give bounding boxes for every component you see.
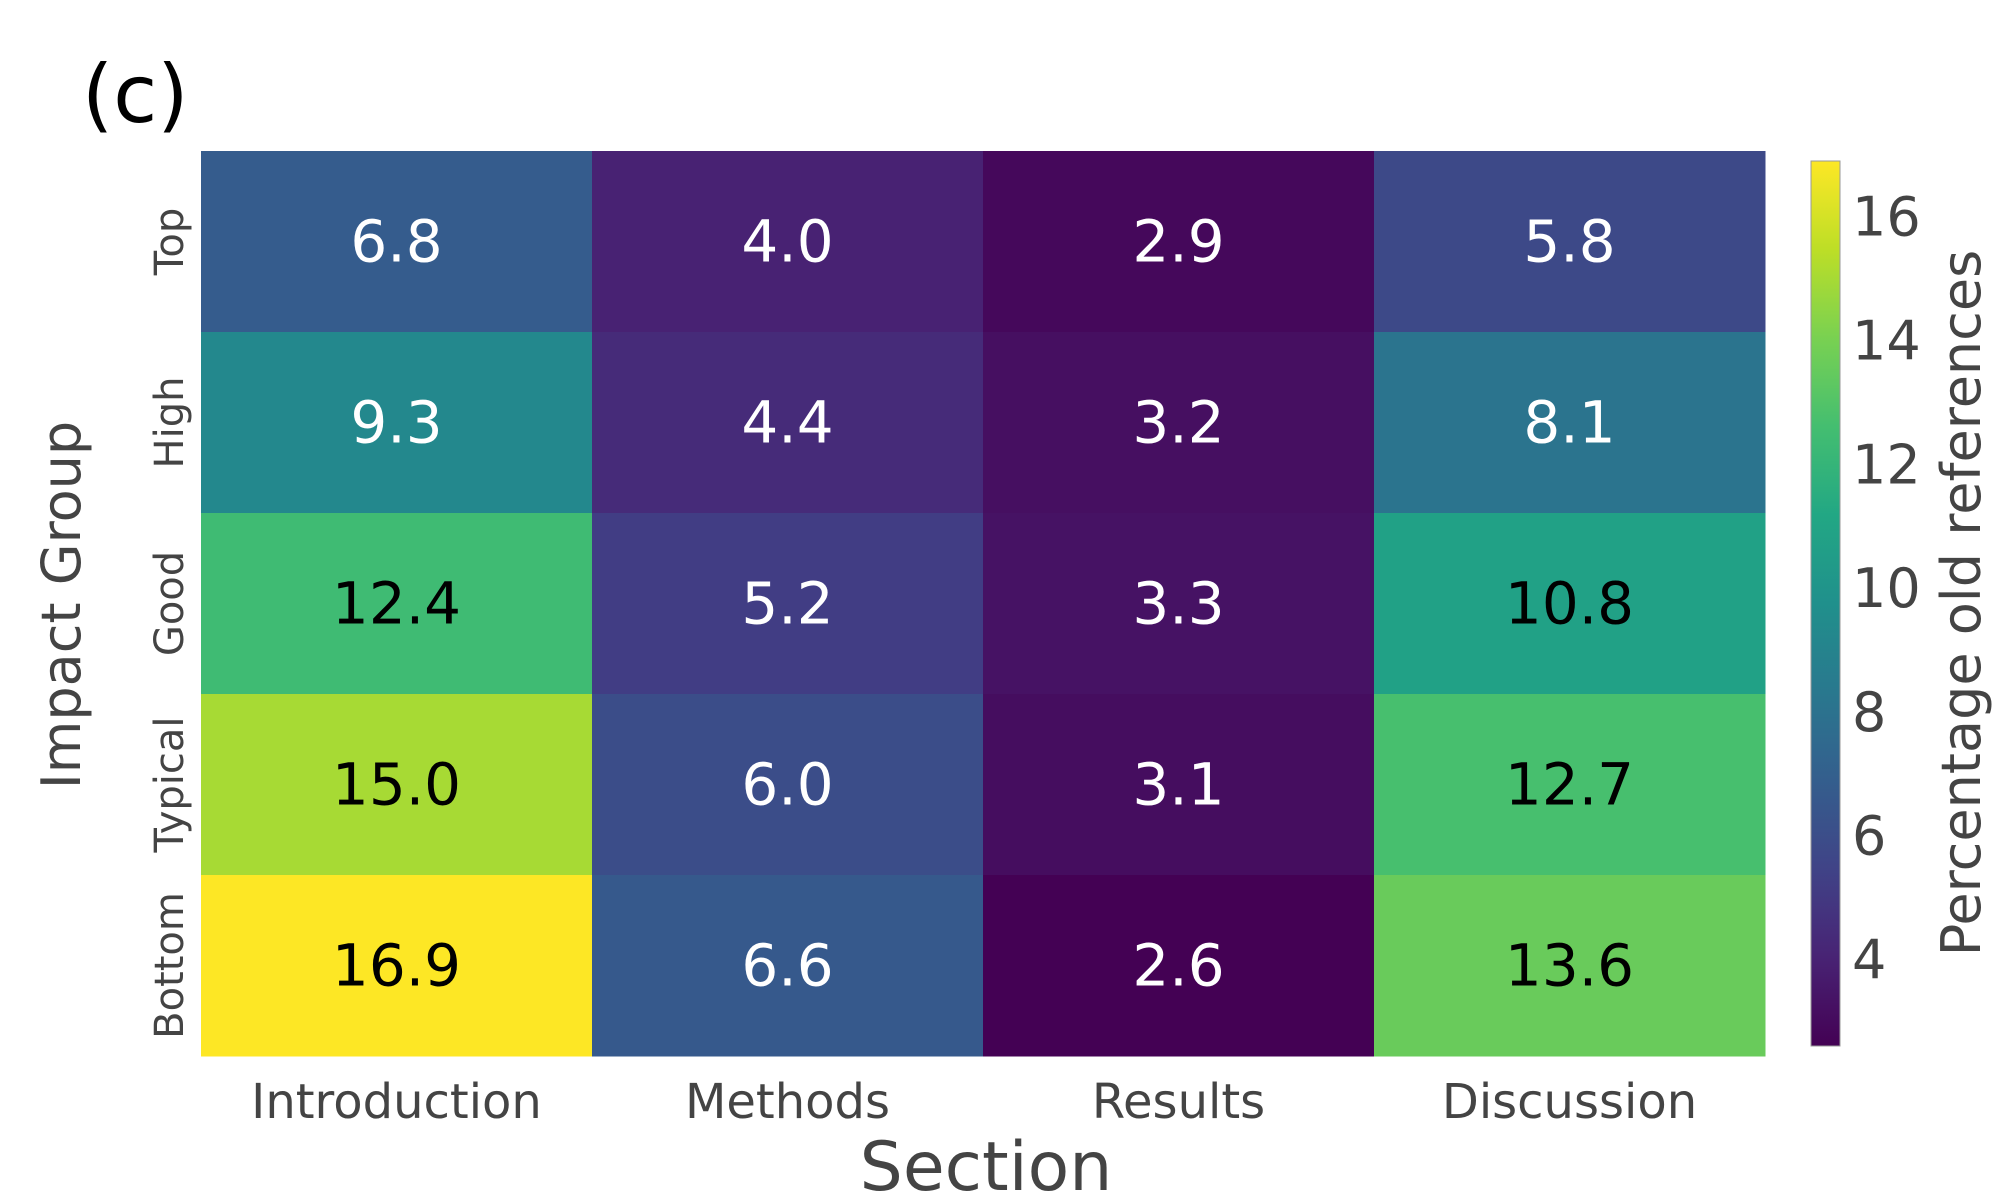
y-tick-label: High: [147, 377, 193, 469]
heatmap-cell: [592, 332, 984, 514]
y-tick-label: Typical: [147, 717, 193, 854]
colorbar-tick-label: 16: [1852, 186, 1921, 249]
cell-value-label: 3.3: [1132, 570, 1224, 638]
heatmap-cell: [983, 694, 1375, 876]
heatmap-cell: [983, 332, 1375, 514]
cell-value-labels: 6.8 4.0 2.9 5.8 9.3 4.4 3.2 8.1 12.4 5.2 3.3 10.8 15…: [332, 208, 1634, 1000]
heatmap-cell: [1374, 513, 1766, 695]
y-tick-label: Good: [147, 551, 193, 656]
cell-value-label: 5.8: [1523, 208, 1615, 276]
heatmap-cell: [1374, 694, 1766, 876]
cell-value-label: 3.2: [1132, 389, 1224, 457]
colorbar-tick-label: 14: [1852, 309, 1921, 372]
cell-value-label: 4.0: [741, 208, 833, 276]
y-tick-label: Top: [147, 208, 193, 277]
cell-value-label: 12.7: [1505, 751, 1634, 819]
heatmap-cells: [201, 151, 1766, 1057]
panel-label: (c): [82, 48, 188, 141]
heatmap-cell: [201, 875, 593, 1057]
cell-value-label: 5.2: [741, 570, 833, 638]
heatmap-cell: [1374, 151, 1766, 333]
x-tick-label: Results: [1092, 1074, 1265, 1130]
x-tick-label: Introduction: [251, 1074, 542, 1130]
cell-value-label: 16.9: [332, 932, 461, 1000]
cell-value-label: 2.6: [1132, 932, 1224, 1000]
colorbar-tick-label: 10: [1852, 557, 1921, 620]
heatmap-cell: [592, 694, 984, 876]
heatmap-cell: [201, 332, 593, 514]
heatmap-cell: [983, 151, 1375, 333]
colorbar-tick-label: 4: [1852, 928, 1886, 991]
heatmap-cell: [592, 513, 984, 695]
colorbar-label: Percentage old references: [1930, 250, 1993, 956]
heatmap-cell: [983, 875, 1375, 1057]
x-tick-labels: Introduction Methods Results Discussion: [251, 1074, 1697, 1130]
cell-value-label: 10.8: [1505, 570, 1634, 638]
cell-value-label: 9.3: [350, 389, 442, 457]
colorbar-tick-label: 6: [1852, 805, 1886, 868]
x-axis-label: Section: [860, 1128, 1113, 1200]
cell-value-label: 12.4: [332, 570, 461, 638]
colorbar-tick-label: 12: [1852, 433, 1921, 496]
cell-value-label: 6.6: [741, 932, 833, 1000]
cell-value-label: 4.4: [741, 389, 833, 457]
cell-value-label: 8.1: [1523, 389, 1615, 457]
y-tick-label: Bottom: [147, 892, 193, 1039]
colorbar-tick-label: 8: [1852, 681, 1886, 744]
colorbar-tick-labels: 4 6 8 10 12 14 16: [1852, 186, 1921, 992]
cell-value-label: 6.0: [741, 751, 833, 819]
y-axis-label: Impact Group: [30, 421, 93, 789]
cell-value-label: 6.8: [350, 208, 442, 276]
cell-value-label: 3.1: [1132, 751, 1224, 819]
heatmap-cell: [201, 694, 593, 876]
cell-value-label: 2.9: [1132, 208, 1224, 276]
colorbar: [1810, 160, 1841, 1047]
cell-value-label: 13.6: [1505, 932, 1634, 1000]
heatmap-cell: [1374, 332, 1766, 514]
heatmap-cell: [983, 513, 1375, 695]
x-tick-label: Methods: [685, 1074, 890, 1130]
x-tick-label: Discussion: [1442, 1074, 1697, 1130]
heatmap-cell: [201, 151, 593, 333]
heatmap-cell: [201, 513, 593, 695]
heatmap-cell: [592, 875, 984, 1057]
y-tick-labels: Top High Good Typical Bottom: [147, 208, 193, 1039]
heatmap-cell: [1374, 875, 1766, 1057]
heatmap-cell: [592, 151, 984, 333]
cell-value-label: 15.0: [332, 751, 461, 819]
